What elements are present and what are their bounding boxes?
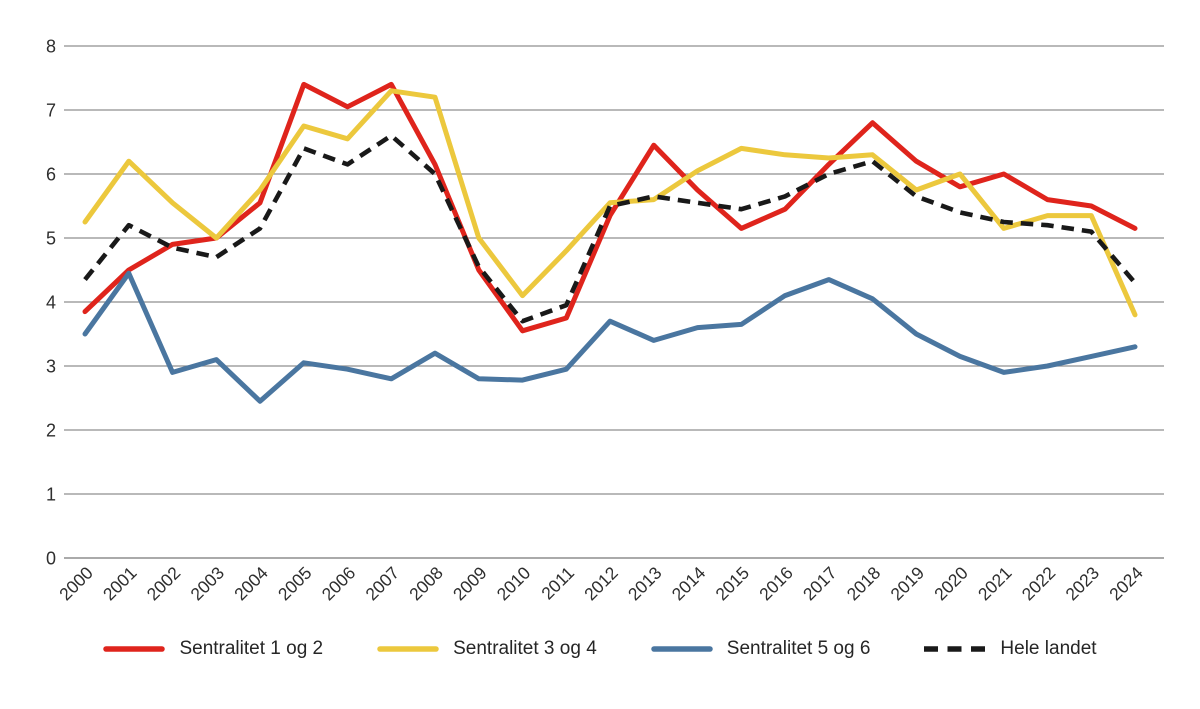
- chart-legend: Sentralitet 1 og 2 Sentralitet 3 og 4 Sent…: [0, 638, 1200, 660]
- x-tick-label: 2003: [186, 563, 228, 605]
- y-axis-labels: 0 1 2 3 4 5 6 7 8: [46, 37, 56, 569]
- x-tick-label: 2024: [1105, 563, 1147, 605]
- legend-item-hele-landet: Hele landet: [924, 638, 1097, 660]
- y-tick-label: 0: [46, 549, 56, 569]
- x-tick-label: 2020: [930, 563, 972, 605]
- x-tick-label: 2002: [143, 563, 185, 605]
- x-tick-label: 2018: [843, 563, 885, 605]
- series-line-sentralitet-3-og-4: [82, 88, 1138, 318]
- legend-item-sentralitet-3-og-4: Sentralitet 3 og 4: [377, 638, 597, 660]
- series-line-sentralitet-5-og-6: [82, 270, 1138, 404]
- y-tick-label: 5: [46, 229, 56, 249]
- legend-item-sentralitet-5-og-6: Sentralitet 5 og 6: [651, 638, 871, 660]
- x-tick-label: 2011: [537, 563, 578, 604]
- legend-label: Sentralitet 5 og 6: [726, 638, 871, 659]
- x-tick-label: 2015: [711, 563, 753, 605]
- x-tick-label: 2017: [799, 563, 841, 605]
- x-tick-label: 2009: [449, 563, 491, 605]
- legend-label: Sentralitet 1 og 2: [179, 638, 324, 659]
- y-tick-label: 4: [46, 293, 56, 313]
- legend-swatch-sentralitet-3-og-4: [377, 646, 439, 652]
- y-tick-label: 7: [46, 101, 56, 121]
- x-axis-labels: 2000 2001 2002 2003 2004 2005 2006 2007 2008 2009…: [55, 563, 1147, 605]
- x-tick-label: 2013: [624, 563, 666, 605]
- legend-item-sentralitet-1-og-2: Sentralitet 1 og 2: [103, 638, 323, 660]
- x-tick-label: 2022: [1018, 563, 1060, 605]
- y-tick-label: 3: [46, 357, 56, 377]
- x-tick-label: 2016: [755, 563, 797, 605]
- x-tick-label: 2021: [974, 563, 1016, 605]
- legend-label: Sentralitet 3 og 4: [453, 638, 597, 659]
- series-line-hele-landet: [83, 133, 1137, 324]
- legend-swatch-sentralitet-1-og-2: [103, 646, 166, 652]
- x-tick-label: 2014: [668, 563, 710, 605]
- legend-swatch-sentralitet-5-og-6: [651, 646, 713, 652]
- x-tick-label: 2006: [318, 563, 360, 605]
- legend-label: Hele landet: [1000, 638, 1097, 659]
- y-tick-label: 1: [46, 485, 56, 505]
- y-tick-label: 8: [46, 37, 56, 57]
- y-tick-label: 6: [46, 165, 56, 185]
- x-tick-label: 2005: [274, 563, 316, 605]
- x-tick-label: 2001: [99, 563, 141, 605]
- x-tick-label: 2019: [886, 563, 928, 605]
- x-tick-label: 2007: [361, 563, 403, 605]
- x-tick-label: 2010: [493, 563, 535, 605]
- series-line-sentralitet-1-og-2: [82, 81, 1138, 334]
- x-tick-label: 2023: [1061, 563, 1103, 605]
- x-tick-label: 2000: [55, 563, 97, 605]
- x-tick-label: 2012: [580, 563, 622, 605]
- x-tick-label: 2008: [405, 563, 447, 605]
- gridlines: [64, 45, 1164, 559]
- x-tick-label: 2004: [230, 563, 272, 605]
- legend-swatch-hele-landet: [924, 646, 986, 652]
- y-tick-label: 2: [46, 421, 56, 441]
